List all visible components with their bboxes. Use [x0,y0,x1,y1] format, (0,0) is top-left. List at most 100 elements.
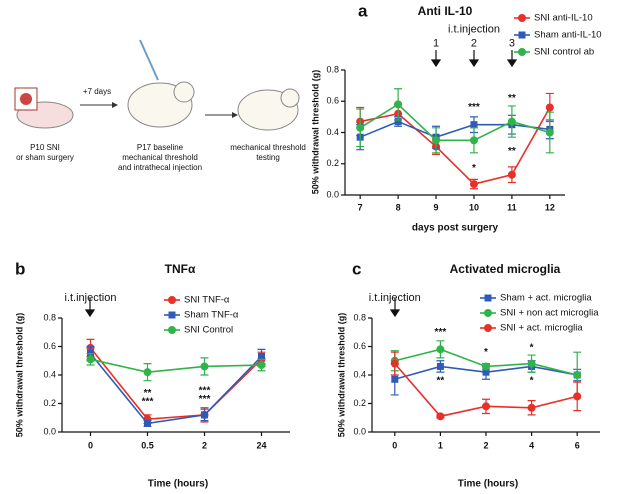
panel-label: c [352,259,361,278]
legend-marker [484,294,492,302]
legend-marker [484,309,492,317]
data-point [201,411,208,419]
diagram-label: and intrathecal injection [118,163,202,172]
annotation: * [530,343,534,354]
x-tick-label: 12 [545,202,555,212]
arrowhead [468,59,480,68]
legend-label: Sham anti-IL-10 [534,30,602,41]
data-point [436,345,445,354]
data-point [258,352,265,360]
annotation: 3 [509,37,515,49]
annotation: i.t.injection [369,292,421,304]
diagram-label: P10 SNI [30,143,60,152]
arrowhead [389,309,401,318]
annotation: 2 [471,37,477,49]
legend-marker [168,311,176,319]
annotation: * [472,163,476,174]
legend-label: Sham + act. microglia [500,293,592,304]
data-point [545,128,554,137]
arrowhead [430,59,442,68]
arrowhead [506,59,518,68]
chart-title: TNFα [165,262,196,276]
y-tick-label: 0.4 [353,369,366,379]
legend-marker [168,296,176,304]
legend-marker [518,48,526,56]
legend-label: SNI TNF-α [184,295,230,306]
y-tick-label: 0.6 [326,96,339,106]
legend-label: Sham TNF-α [184,310,239,321]
data-point [436,412,445,421]
x-tick-label: 0.5 [141,440,154,450]
x-tick-label: 24 [256,440,266,450]
annotation: *** [199,394,211,405]
annotation: 1 [433,37,439,49]
data-point [432,136,441,145]
x-tick-label: 1 [438,440,443,450]
arrowhead [112,102,118,108]
y-tick-label: 0.8 [353,312,366,322]
legend-label: SNI + act. microglia [500,323,583,334]
y-tick-label: 0.0 [353,426,366,436]
y-tick-label: 0.2 [353,398,366,408]
legend-marker [518,31,526,39]
diagram [14,39,300,131]
annotation: * [484,347,488,358]
surgery-icon-dot [20,93,32,105]
data-point [507,117,516,126]
annotation: ** [144,388,152,399]
data-point [200,362,209,371]
data-point [507,170,516,179]
diagram-label: mechanical threshold [122,153,198,162]
y-tick-label: 0.6 [353,341,366,351]
x-axis-label: days post surgery [412,223,499,234]
x-tick-label: 2 [202,440,207,450]
annotation: *** [435,327,447,338]
series-line [359,120,550,139]
legend-label: SNI anti-IL-10 [534,13,593,24]
y-tick-label: 0.8 [326,64,339,74]
data-point [356,123,365,132]
annotation: *** [142,397,154,408]
injection-arrows [84,50,518,318]
series-line [89,347,263,421]
diagram-label: P17 baseline [137,143,184,152]
series-line [359,103,551,142]
chart-title: Activated microglia [450,262,561,276]
y-tick-label: 0.0 [43,426,56,436]
x-tick-label: 6 [575,440,580,450]
data-point [482,402,490,411]
y-axis-label: 50% withdrawal threshold (g) [336,313,346,438]
series-line [89,353,263,425]
data-point [144,419,151,427]
x-tick-label: 4 [529,440,534,450]
data-point [469,180,478,189]
data-point [573,392,582,401]
chart-title: Anti IL-10 [418,4,473,18]
syringe [139,39,159,81]
annotation: *** [468,102,480,113]
data-point [482,368,490,376]
data-point [394,118,402,126]
panel-label: a [358,1,368,20]
y-tick-label: 0.0 [326,189,339,199]
mouse-head [173,81,195,103]
y-tick-label: 0.2 [326,158,339,168]
legend-label: SNI control ab [534,47,594,58]
x-tick-label: 9 [434,202,439,212]
data-point [527,403,536,412]
legend-label: SNI Control [184,325,233,336]
data-point [390,359,399,368]
y-tick-label: 0.2 [43,398,56,408]
x-tick-label: 0 [88,440,93,450]
legend-label: SNI + non act microglia [500,308,599,319]
data-point [86,355,95,364]
annotation: ** [508,146,516,157]
mouse-head [280,88,300,108]
annotation: i.t.injection [65,292,117,304]
x-tick-label: 10 [469,202,479,212]
annotation: i.t.injection [448,23,500,35]
data-point [470,121,478,129]
legend-marker [484,324,492,332]
y-tick-label: 0.8 [43,312,56,322]
